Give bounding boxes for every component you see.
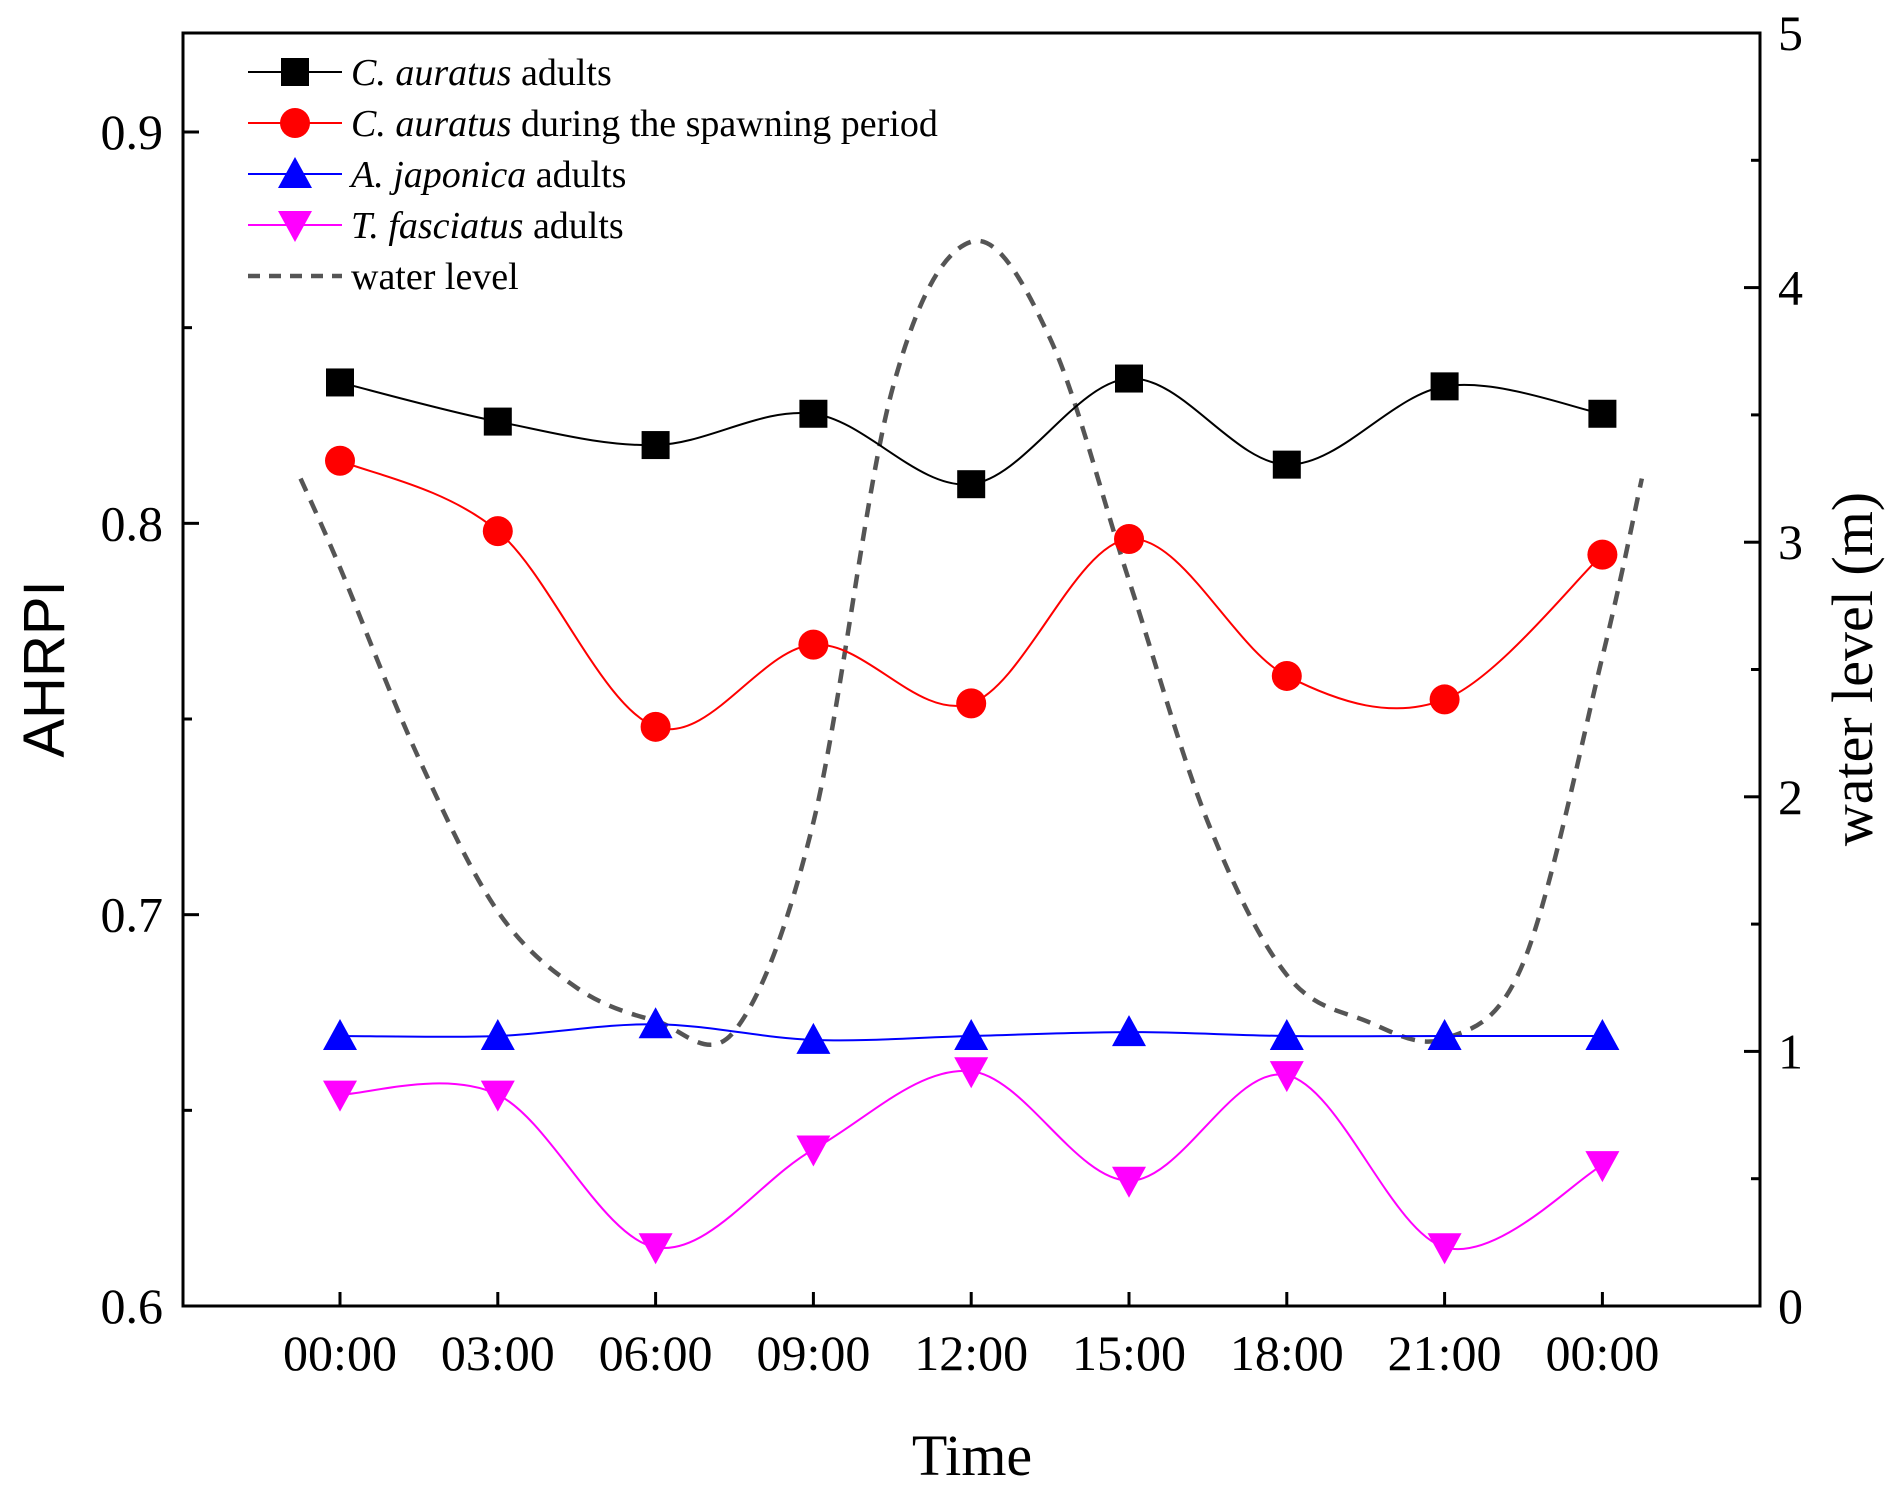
legend-marker	[281, 58, 309, 86]
y2-tick-label: 0	[1778, 1278, 1803, 1334]
series-layer	[323, 364, 1620, 1265]
y2-tick-label: 1	[1778, 1023, 1803, 1079]
x-tick-label: 21:00	[1388, 1325, 1502, 1381]
data-point	[323, 1018, 357, 1050]
legend-label: water level	[351, 256, 519, 298]
tick-labels: 00:00 03:00 06:00 09:00 12:00 15:00 18:00 21:00…	[101, 5, 1804, 1381]
data-point	[1271, 660, 1302, 691]
data-point	[1114, 523, 1144, 554]
legend: C. auratus adults C. auratus during the s…	[248, 52, 938, 298]
y2-axis-title: water level (m)	[1820, 492, 1885, 846]
data-point	[796, 1135, 831, 1167]
data-point	[956, 688, 987, 719]
data-point	[1585, 1151, 1620, 1183]
data-point	[640, 711, 671, 742]
data-point	[1112, 1166, 1146, 1198]
x-tick-label: 09:00	[756, 1325, 870, 1381]
data-point	[1112, 1015, 1146, 1047]
data-point	[638, 1007, 673, 1039]
legend-label: C. auratus adults	[351, 52, 612, 94]
data-point	[1269, 1061, 1304, 1093]
data-point	[796, 1022, 831, 1054]
x-tick-label: 03:00	[441, 1325, 555, 1381]
data-point	[1427, 1233, 1462, 1265]
legend-label: T. fasciatus adults	[351, 205, 624, 247]
data-point	[638, 1233, 673, 1265]
series-line-3	[339, 1069, 1603, 1251]
legend-marker	[280, 108, 310, 138]
x-tick-label: 00:00	[283, 1325, 397, 1381]
data-point	[325, 445, 355, 476]
data-point	[1429, 684, 1460, 715]
data-point	[326, 368, 354, 397]
x-axis-title: Time	[912, 1423, 1032, 1488]
data-point	[1427, 1018, 1462, 1050]
y-tick-label: 0.9	[101, 104, 164, 160]
data-point	[954, 1057, 989, 1089]
y-tick-label: 0.7	[101, 887, 164, 943]
data-point	[482, 516, 513, 547]
y-tick-label: 0.8	[101, 495, 164, 551]
data-point	[1430, 372, 1459, 401]
legend-label: C. auratus during the spawning period	[351, 103, 938, 145]
water-level-line	[298, 238, 1645, 1047]
x-tick-label: 18:00	[1230, 1325, 1344, 1381]
data-point	[483, 407, 512, 436]
data-point	[1587, 539, 1618, 570]
y-tick-label: 0.6	[101, 1278, 164, 1334]
data-point	[957, 470, 986, 499]
data-point	[480, 1018, 515, 1050]
data-point	[1272, 450, 1301, 479]
data-point	[480, 1080, 515, 1112]
x-tick-label: 06:00	[599, 1325, 713, 1381]
data-point	[641, 431, 670, 460]
axis-ticks	[183, 31, 1760, 1308]
data-point	[323, 1080, 357, 1112]
data-point	[1588, 399, 1617, 428]
x-tick-label: 15:00	[1072, 1325, 1186, 1381]
data-point	[799, 399, 828, 428]
legend-marker	[278, 211, 312, 242]
x-tick-label: 00:00	[1545, 1325, 1659, 1381]
y2-tick-label: 4	[1778, 260, 1803, 316]
water-level-layer	[298, 238, 1645, 1047]
x-tick-label: 12:00	[914, 1325, 1028, 1381]
data-point	[1115, 364, 1143, 393]
data-point	[1585, 1018, 1620, 1050]
data-point	[1269, 1018, 1304, 1050]
y2-tick-label: 2	[1778, 769, 1803, 825]
y2-tick-label: 3	[1778, 514, 1803, 570]
y2-tick-label: 5	[1778, 5, 1803, 61]
data-point	[954, 1018, 989, 1050]
legend-marker	[278, 157, 312, 188]
legend-label: A. japonica adults	[348, 154, 626, 196]
y-axis-title: AHRPI	[12, 580, 77, 757]
data-point	[798, 629, 829, 660]
series-line-0	[339, 377, 1603, 486]
